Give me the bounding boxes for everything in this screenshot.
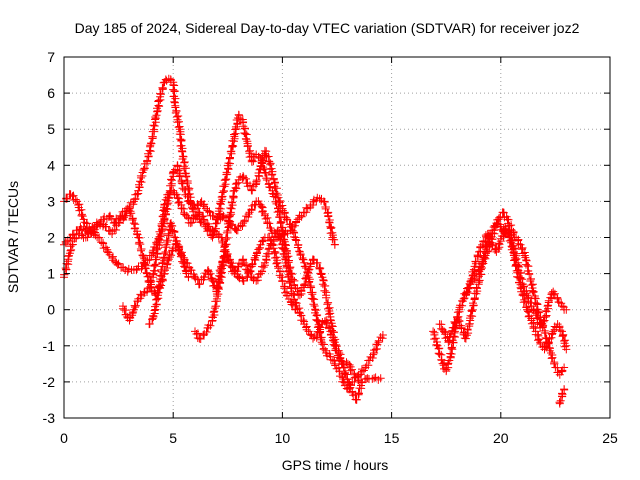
- data-point-markers: [461, 222, 571, 354]
- y-tick-label: -1: [43, 338, 56, 354]
- data-layer: [60, 74, 571, 408]
- data-point-markers: [435, 219, 571, 347]
- x-tick-label: 0: [60, 430, 68, 446]
- series-track-3: [60, 204, 385, 387]
- y-tick-labels: -3 -2 -1 0 1 2 3 4 5 6 7: [43, 49, 56, 426]
- series-track-2: [60, 74, 366, 404]
- axis-ticks: [63, 56, 611, 419]
- y-tick-label: 0: [47, 302, 55, 318]
- y-tick-label: -3: [43, 410, 56, 426]
- data-point-markers: [429, 208, 569, 379]
- data-point-markers: [191, 146, 387, 394]
- y-tick-label: 6: [47, 85, 55, 101]
- x-tick-label: 5: [169, 430, 177, 446]
- x-tick-label: 25: [602, 430, 618, 446]
- series-track-5: [145, 219, 193, 329]
- x-tick-labels: 0 5 10 15 20 25: [60, 430, 618, 446]
- series-track-7: [429, 208, 569, 379]
- data-point-markers: [60, 74, 366, 404]
- y-axis-title: SDTVAR / TECUs: [5, 181, 21, 293]
- x-axis-title: GPS time / hours: [282, 457, 389, 473]
- series-track-6: [191, 146, 387, 394]
- x-tick-label: 20: [493, 430, 509, 446]
- series-track-8: [435, 219, 571, 347]
- y-tick-label: 2: [47, 230, 55, 246]
- y-tick-label: 5: [47, 121, 55, 137]
- data-point-markers: [555, 385, 569, 408]
- y-tick-label: 3: [47, 193, 55, 209]
- series-track-9: [461, 222, 571, 354]
- y-tick-label: 7: [47, 49, 55, 65]
- y-tick-label: 1: [47, 266, 55, 282]
- y-tick-label: -2: [43, 374, 56, 390]
- series-track-4: [118, 186, 300, 325]
- data-point-markers: [145, 219, 193, 329]
- chart-title: Day 185 of 2024, Sidereal Day-to-day VTE…: [75, 20, 580, 36]
- data-point-markers: [60, 204, 385, 387]
- data-point-markers: [118, 186, 300, 325]
- x-tick-label: 15: [384, 430, 400, 446]
- y-tick-label: 4: [47, 157, 55, 173]
- x-tick-label: 10: [275, 430, 291, 446]
- series-track-10: [555, 385, 569, 408]
